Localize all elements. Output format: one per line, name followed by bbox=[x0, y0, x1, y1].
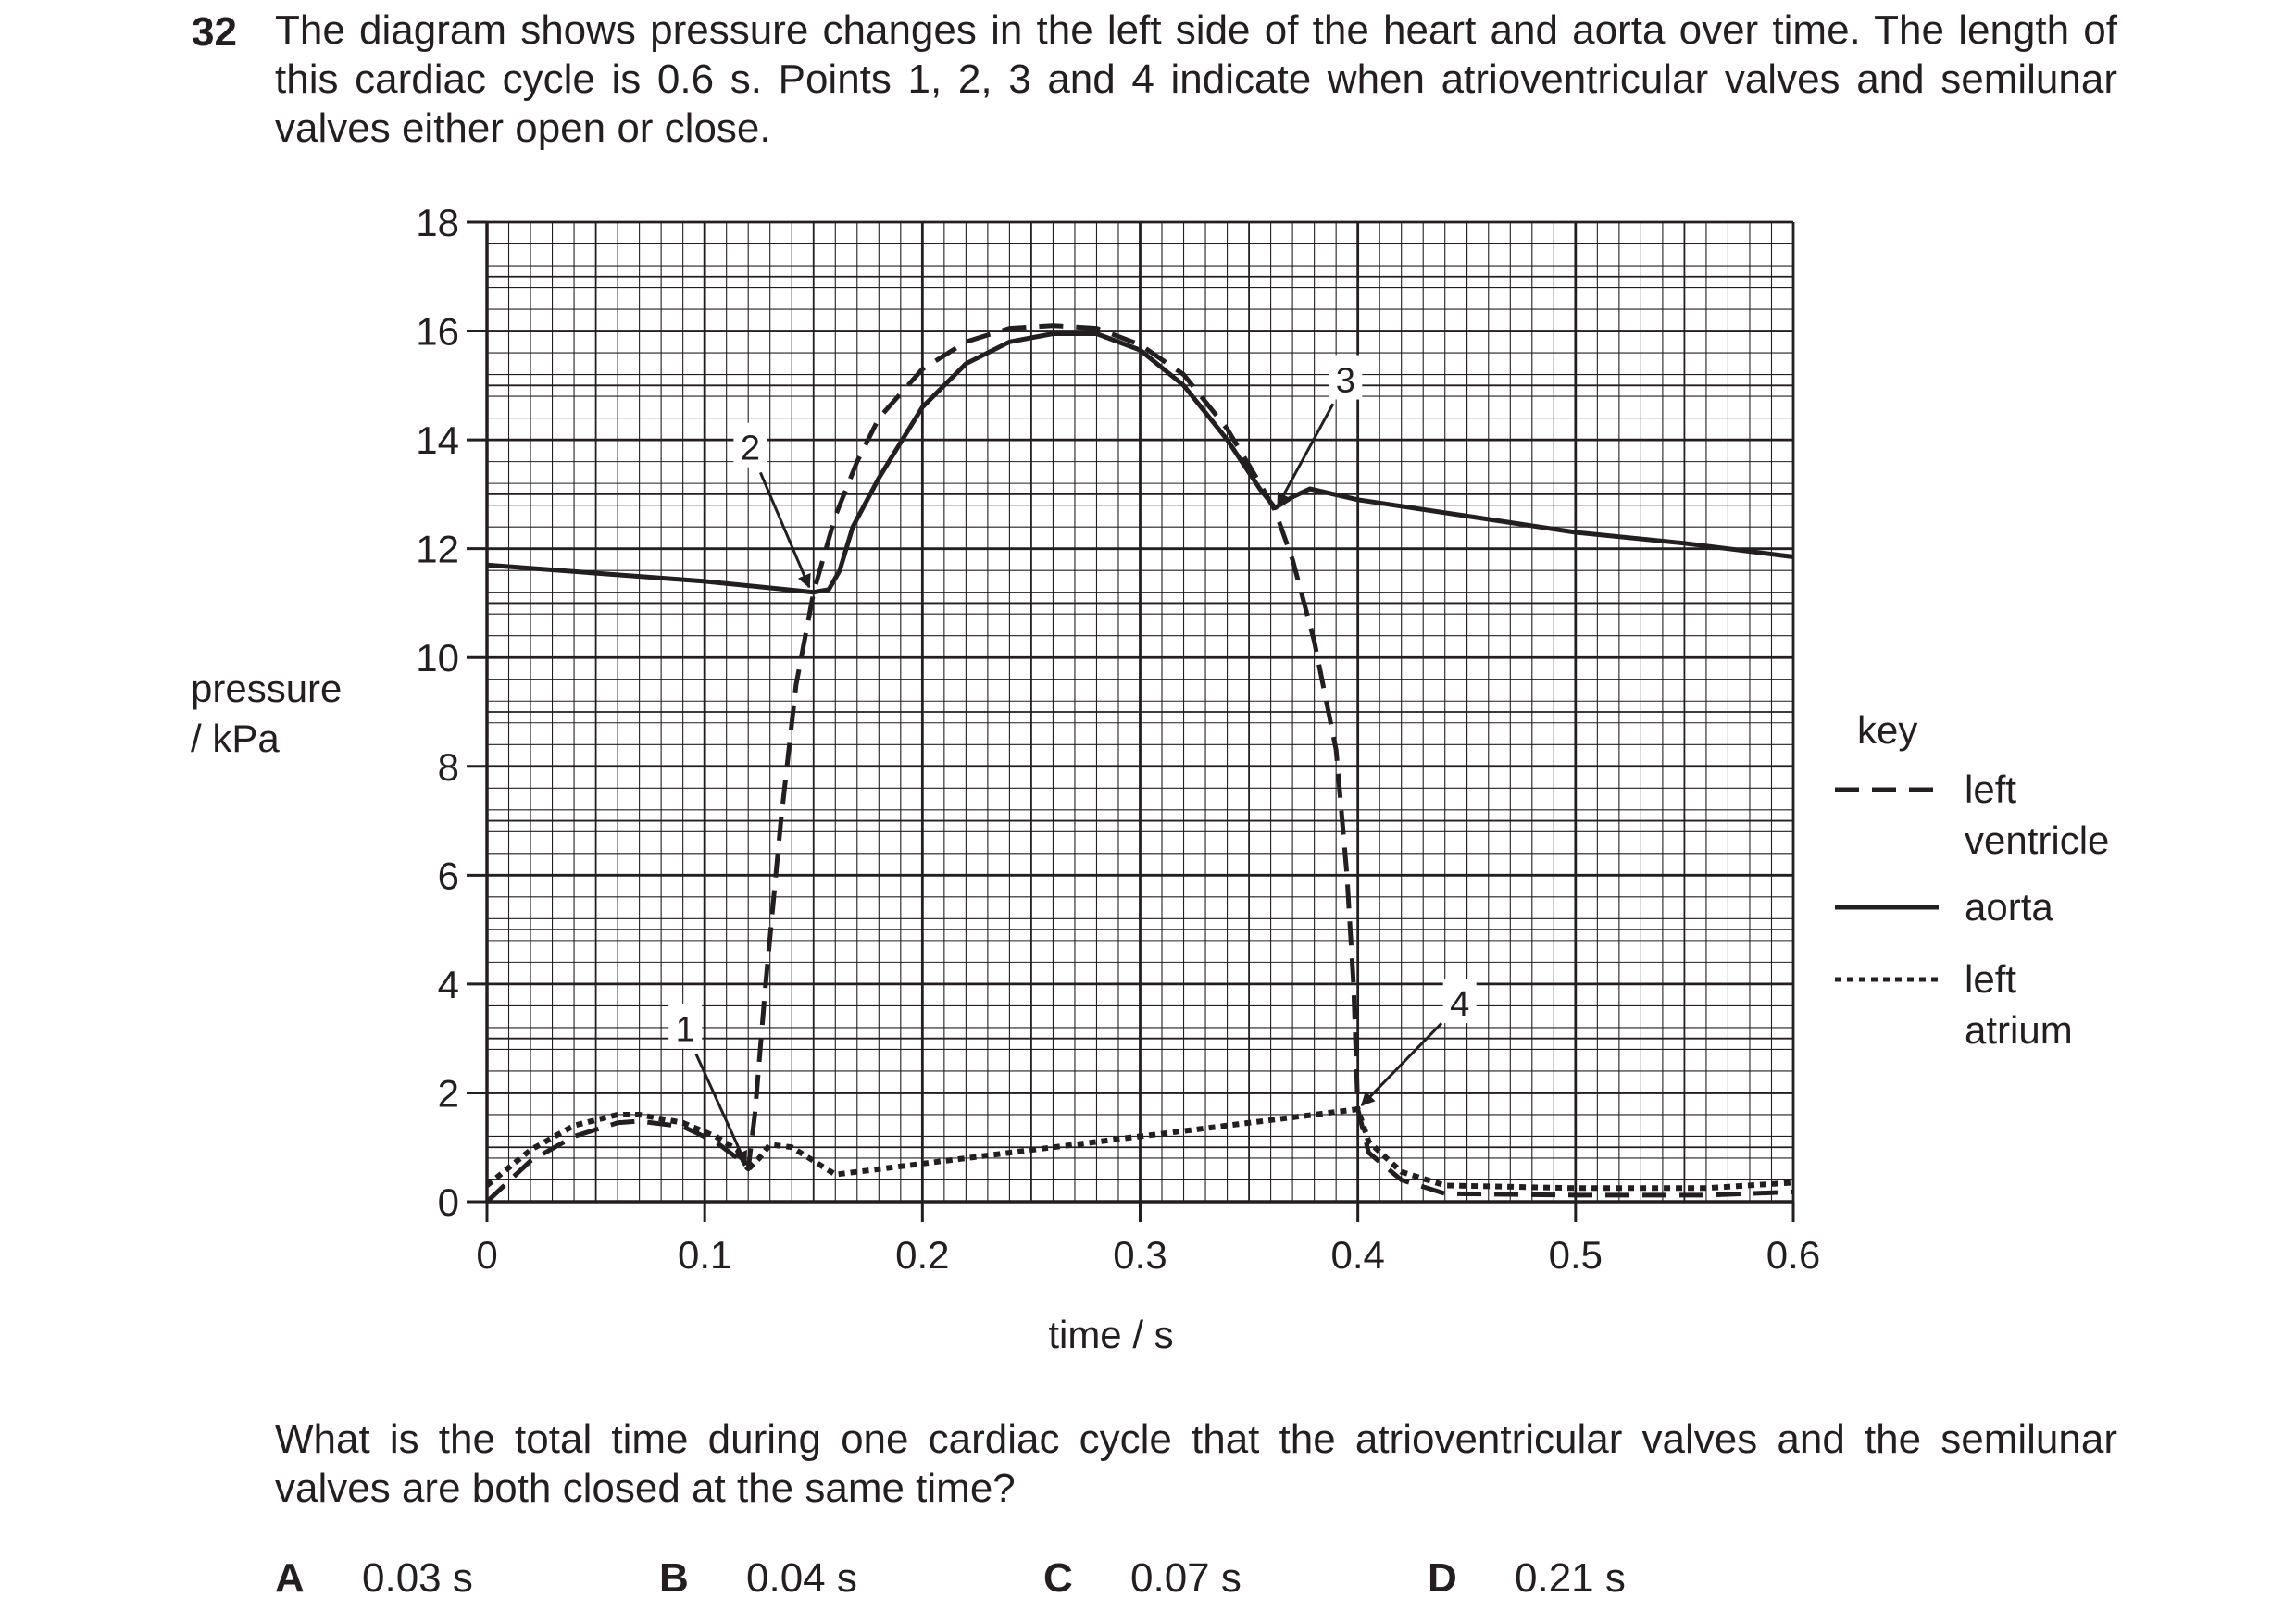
option-value: 0.03 s bbox=[362, 1555, 473, 1601]
y-tick-label: 4 bbox=[438, 963, 459, 1006]
axis-titles: time / s pressure / kPa bbox=[191, 667, 1174, 1356]
y-tick-label: 12 bbox=[416, 528, 459, 571]
callout-label: 2 bbox=[741, 430, 760, 468]
legend-label: left bbox=[1965, 957, 2016, 1001]
x-tick-label: 0.4 bbox=[1330, 1233, 1384, 1277]
y-axis-title-line: / kPa bbox=[191, 717, 280, 760]
y-tick-label: 18 bbox=[416, 201, 459, 244]
callout-box bbox=[733, 422, 767, 468]
option-letter: C bbox=[1043, 1555, 1073, 1601]
callout-arrow bbox=[1276, 403, 1335, 507]
callout-box bbox=[1442, 979, 1477, 1024]
legend-label: aorta bbox=[1965, 885, 2053, 929]
series-line-aorta bbox=[486, 331, 1794, 595]
option-value: 0.21 s bbox=[1515, 1555, 1626, 1601]
x-tick-label: 0.1 bbox=[678, 1233, 731, 1277]
callout-arrow bbox=[758, 471, 811, 589]
x-tick-label: 0.3 bbox=[1113, 1233, 1167, 1277]
callout-arrow bbox=[694, 1053, 748, 1166]
option-b[interactable]: B 0.04 s bbox=[659, 1555, 857, 1602]
callout-box bbox=[668, 1004, 703, 1049]
x-tick-label: 0.6 bbox=[1766, 1233, 1820, 1277]
y-tick-label: 10 bbox=[416, 636, 459, 680]
legend-label: left bbox=[1965, 767, 2016, 811]
legend-title: key bbox=[1857, 708, 1917, 752]
callout-label: 3 bbox=[1336, 362, 1355, 401]
legend-label: atrium bbox=[1965, 1008, 2073, 1052]
question-prompt: What is the total time during one cardia… bbox=[275, 1416, 2117, 1511]
x-tick-label: 0.2 bbox=[895, 1233, 949, 1277]
series-lines bbox=[485, 323, 1794, 1204]
y-tick-label: 8 bbox=[438, 745, 459, 789]
y-tick-label: 6 bbox=[438, 854, 459, 897]
x-axis-title: time / s bbox=[1048, 1313, 1173, 1356]
callout-box bbox=[1329, 355, 1363, 400]
callout-label: 1 bbox=[676, 1011, 695, 1050]
x-tick-label: 0 bbox=[476, 1233, 497, 1277]
option-value: 0.04 s bbox=[746, 1555, 857, 1601]
option-letter: B bbox=[659, 1555, 689, 1601]
axes bbox=[467, 220, 1795, 1222]
question-number: 32 bbox=[192, 9, 237, 55]
series-line-left-atrium bbox=[485, 1106, 1794, 1192]
y-tick-label: 16 bbox=[416, 310, 459, 354]
legend: key left ventricle aorta left atrium bbox=[1835, 708, 2109, 1052]
y-tick-label: 14 bbox=[416, 418, 459, 462]
option-c[interactable]: C 0.07 s bbox=[1043, 1555, 1242, 1602]
series-line-left-ventricle bbox=[485, 323, 1794, 1204]
y-tick-label: 0 bbox=[438, 1180, 459, 1224]
legend-label: ventricle bbox=[1965, 818, 2109, 862]
callout-label: 4 bbox=[1450, 985, 1469, 1024]
option-a[interactable]: A 0.03 s bbox=[275, 1555, 473, 1602]
x-tick-label: 0.5 bbox=[1549, 1233, 1603, 1277]
option-d[interactable]: D 0.21 s bbox=[1428, 1555, 1626, 1602]
y-axis-title-line: pressure bbox=[191, 667, 342, 710]
callout-arrow bbox=[1360, 1022, 1443, 1106]
callouts: 1 2 3 4 bbox=[668, 355, 1477, 1166]
question-stem: The diagram shows pressure changes in th… bbox=[275, 7, 2117, 151]
option-letter: A bbox=[275, 1555, 305, 1601]
y-tick-label: 2 bbox=[438, 1071, 459, 1115]
option-value: 0.07 s bbox=[1130, 1555, 1242, 1601]
option-letter: D bbox=[1428, 1555, 1457, 1601]
